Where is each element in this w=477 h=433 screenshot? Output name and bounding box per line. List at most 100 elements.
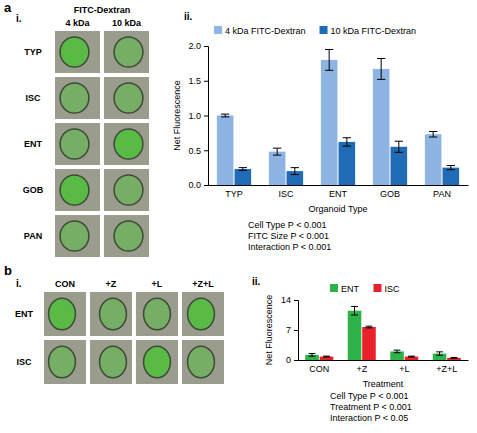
- legend-item: ISC: [374, 284, 401, 294]
- micrograph: [104, 123, 149, 165]
- y-tick-mark: [204, 46, 208, 47]
- error-bar: [309, 354, 316, 357]
- plot-marks: [217, 49, 459, 185]
- row-head: ISC: [25, 93, 41, 103]
- error-bar: [377, 59, 385, 80]
- micrograph: [44, 340, 86, 384]
- bar: [447, 358, 461, 360]
- y-tick: 2.0: [188, 41, 208, 51]
- bar: [425, 134, 442, 185]
- column-head: +L: [152, 279, 163, 289]
- x-tick-label: CON: [309, 364, 329, 374]
- subpanel-label: i.: [16, 13, 22, 24]
- micrograph: [44, 292, 86, 336]
- error-bar: [291, 168, 299, 175]
- image-panel: ai.FITC-Dextran4 kDa10 kDaTYPISCENTGOBPA…: [4, 0, 149, 257]
- micrograph: [90, 292, 132, 336]
- chart: ii.0714CON+Z+L+Z+LTreatmentNet Fluoresce…: [252, 276, 469, 423]
- error-bar: [221, 114, 229, 117]
- y-axis: 0 7 14: [281, 295, 299, 365]
- error-bar: [429, 131, 437, 137]
- x-tick: TYP: [225, 189, 243, 199]
- annotation: Interaction P < 0.05: [330, 413, 408, 423]
- micrograph: [104, 169, 149, 211]
- image-title: FITC-Dextran: [74, 5, 131, 15]
- micrograph: [55, 31, 100, 73]
- y-tick: 7: [286, 325, 298, 335]
- column-head: 10 kDa: [112, 18, 142, 28]
- organoid: [60, 129, 89, 159]
- row-head: GOB: [23, 185, 44, 195]
- bar: [348, 311, 362, 360]
- error-bar: [447, 166, 455, 170]
- panel-letter: b: [4, 263, 12, 278]
- organoid: [60, 83, 89, 113]
- organoid: [114, 37, 143, 67]
- annotation: Cell Type P < 0.001: [330, 391, 408, 401]
- y-axis: 0.00.51.01.52.0: [188, 41, 208, 190]
- micrograph: [55, 123, 100, 165]
- micrograph: [136, 340, 178, 384]
- organoid: [49, 346, 76, 378]
- annotation: Cell Type P < 0.001: [248, 220, 326, 230]
- micrograph: [182, 292, 224, 336]
- legend-label: ENT: [341, 284, 360, 294]
- x-tick-label: TYP: [225, 189, 243, 199]
- organoid: [100, 298, 127, 330]
- legend-swatch: [330, 284, 338, 292]
- y-tick: 14: [281, 295, 298, 305]
- y-tick-mark: [204, 81, 208, 82]
- x-axis-title: Organoid Type: [309, 204, 368, 214]
- bar: [217, 116, 234, 186]
- x-axis: CON+Z+L+Z+L: [299, 361, 469, 375]
- error-bar: [273, 148, 281, 155]
- subpanel-label: ii.: [252, 276, 261, 287]
- y-tick-mark: [204, 185, 208, 186]
- column-head: CON: [55, 279, 75, 289]
- y-tick-mark: [204, 116, 208, 117]
- x-axis: TYPISCENTGOBPAN: [209, 186, 469, 200]
- x-tick-label: ISC: [278, 189, 294, 199]
- micrograph: [55, 77, 100, 119]
- y-tick: 0.0: [188, 180, 208, 190]
- chart: ii.0.00.51.01.52.0TYPISCENTGOBPANOrganoi…: [172, 11, 469, 252]
- micrograph: [104, 215, 149, 257]
- bar: [373, 69, 390, 185]
- error-bar: [239, 168, 247, 171]
- column-head: +Z: [106, 279, 117, 289]
- x-axis-line: [299, 360, 469, 361]
- row-head: ISC: [16, 357, 32, 367]
- x-tick: PAN: [433, 189, 451, 199]
- x-tick: GOB: [380, 189, 400, 199]
- micrograph: [182, 340, 224, 384]
- organoid: [114, 83, 143, 113]
- organoid: [60, 37, 89, 67]
- error-bar: [343, 138, 351, 146]
- x-tick: +Z: [356, 364, 367, 374]
- legend-label: ISC: [385, 284, 401, 294]
- y-tick-label: 0.5: [188, 146, 201, 156]
- y-axis-title: Net Fluorescence: [172, 80, 182, 151]
- organoid: [114, 221, 143, 251]
- row-head: ENT: [15, 309, 34, 319]
- column-head: +Z+L: [192, 279, 214, 289]
- error-bar: [366, 326, 373, 328]
- plot-marks: [305, 306, 461, 360]
- x-tick-label: +L: [399, 364, 409, 374]
- row-head: TYP: [24, 47, 42, 57]
- annotation: Treatment P < 0.001: [330, 402, 412, 412]
- organoid: [144, 298, 171, 330]
- panel-letter: a: [4, 0, 12, 15]
- organoid: [100, 346, 127, 378]
- y-tick: 1.5: [188, 76, 208, 86]
- y-tick-label: 0.0: [188, 180, 201, 190]
- bar: [443, 168, 460, 185]
- bar: [235, 169, 252, 185]
- y-tick-mark: [294, 300, 298, 301]
- y-axis-title: Net Fluorescence: [264, 295, 274, 366]
- x-tick-label: +Z: [356, 364, 367, 374]
- error-bar: [394, 350, 401, 353]
- x-tick: +L: [399, 364, 409, 374]
- y-tick: 0: [286, 355, 298, 365]
- subpanel-label: ii.: [184, 11, 193, 22]
